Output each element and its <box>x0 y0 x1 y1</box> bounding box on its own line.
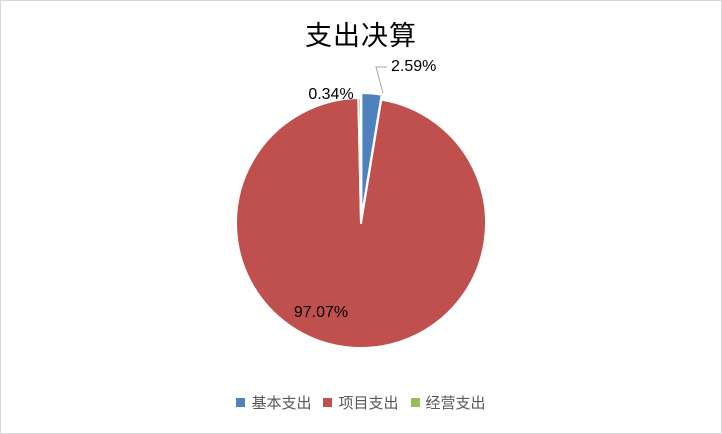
chart-title: 支出决算 <box>305 21 417 52</box>
legend-label: 经营支出 <box>425 394 486 412</box>
legend-item-1: 基本支出 <box>236 392 311 413</box>
data-label-2: 97.07% <box>294 304 348 321</box>
leader-line <box>375 66 387 94</box>
data-label-3: 0.34% <box>308 86 353 103</box>
legend-swatch <box>323 398 333 407</box>
legend-label: 项目支出 <box>338 394 399 412</box>
legend: 基本支出 项目支出 经营支出 <box>0 392 722 413</box>
legend-swatch <box>236 398 246 407</box>
data-label-1: 2.59% <box>391 58 436 75</box>
legend-item-3: 经营支出 <box>410 392 486 413</box>
legend-item-2: 项目支出 <box>323 392 399 413</box>
pie-slice-3 <box>357 97 362 224</box>
legend-label: 基本支出 <box>251 394 312 412</box>
legend-swatch <box>410 398 420 407</box>
